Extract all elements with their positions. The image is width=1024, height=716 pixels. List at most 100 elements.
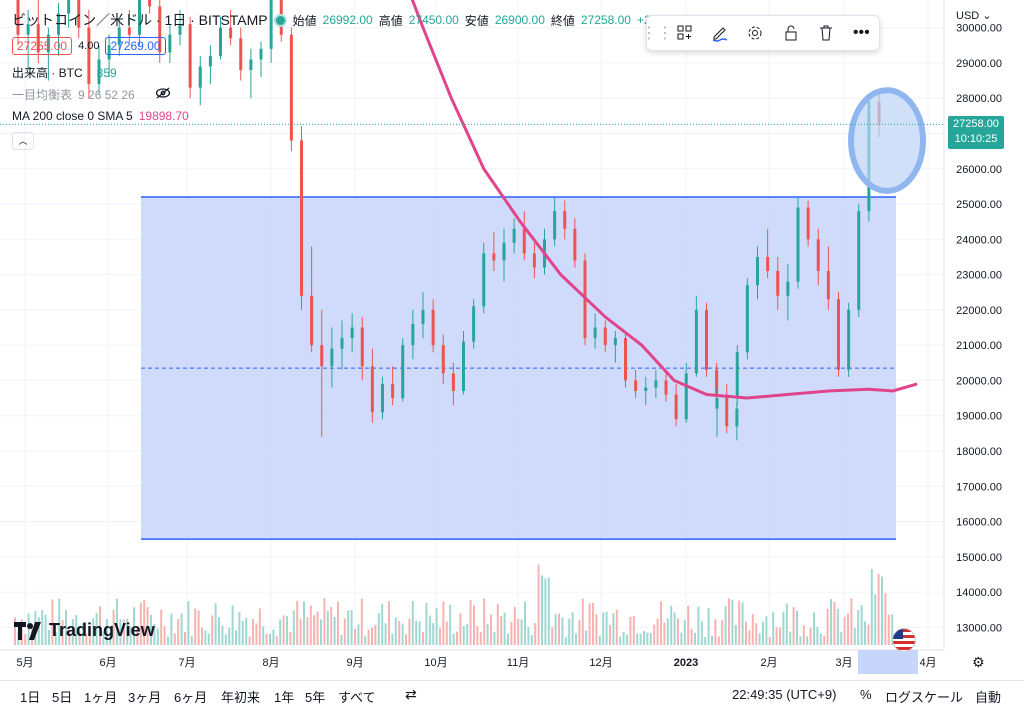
candle-body (745, 285, 749, 353)
highlight-ellipse[interactable] (848, 87, 926, 194)
timeframe-0[interactable]: 1日 (20, 690, 41, 705)
volume-bar (775, 627, 778, 645)
add-template-icon[interactable] (667, 16, 702, 50)
eye-off-icon[interactable] (155, 87, 171, 102)
volume-bar (782, 611, 785, 645)
volume-bar (789, 631, 792, 645)
symbol-title[interactable]: ビットコイン／米ドル · 1日 · BITSTAMP (12, 12, 268, 28)
volume-bar (711, 635, 713, 645)
timeframe-4[interactable]: 6ヶ月 (174, 690, 208, 705)
volume-bar (27, 613, 30, 645)
us-flag-icon[interactable] (892, 628, 916, 652)
timeframe-5[interactable]: 年初来 (221, 690, 261, 705)
volume-bar (881, 576, 883, 645)
candle-body (735, 408, 739, 427)
bottom-toolbar: 1日 5日 1ヶ月 3ヶ月 6ヶ月 年初来 1年 5年 すべて ⇄ 22:49:35 (UTC+… (0, 680, 1024, 709)
volume-bar (258, 608, 261, 645)
volume-bar (350, 609, 353, 645)
x-tick-label: 6月 (99, 657, 116, 669)
volume-bar (37, 617, 40, 645)
legend-collapse-icon[interactable]: ︿ (12, 132, 34, 150)
volume-bar (214, 603, 217, 645)
volume-bar (88, 627, 91, 645)
volume-bar (82, 622, 84, 645)
candle-body (563, 211, 567, 229)
candle-body (117, 27, 121, 46)
volume-bar (884, 593, 887, 645)
volume-bar (303, 601, 305, 645)
currency-selector[interactable]: USD ⌄ (956, 10, 992, 22)
percent-toggle[interactable]: % (860, 687, 872, 702)
volume-label[interactable]: 出来高 · BTC (12, 66, 83, 80)
volume-bar (228, 627, 231, 645)
volume-bar (299, 618, 302, 645)
brush-icon[interactable] (702, 16, 737, 50)
volume-bar (598, 636, 601, 645)
candle-body (370, 366, 374, 413)
candle-body (138, 0, 141, 35)
candle-body (756, 256, 759, 286)
x-tick-label: 3月 (835, 657, 852, 669)
volume-bar (78, 630, 81, 645)
volume-bar (411, 600, 414, 645)
volume-bar (520, 619, 523, 645)
timeframe-2[interactable]: 1ヶ月 (84, 690, 118, 705)
rectangle-drawing[interactable] (141, 196, 896, 540)
volume-bar (697, 606, 700, 645)
volume-bar (809, 627, 812, 645)
more-icon[interactable]: ••• (852, 24, 870, 41)
goto-date-icon[interactable]: ⇄ (405, 686, 417, 702)
settings-icon[interactable] (738, 16, 773, 50)
volume-bar (738, 600, 741, 645)
y-tick-label: 24000.00 (956, 234, 1002, 246)
x-tick-label: 2月 (760, 657, 777, 669)
volume-bar (129, 626, 132, 645)
candle-body (127, 27, 131, 35)
volume-bar (796, 610, 798, 645)
lock-icon[interactable] (773, 16, 808, 50)
timeframe-3[interactable]: 3ヶ月 (128, 690, 162, 705)
time-range-highlight (858, 650, 918, 674)
buy-button[interactable]: 27269.00 (105, 37, 166, 55)
volume-bar (673, 612, 676, 645)
volume-bar (751, 614, 754, 645)
volume-bar (153, 624, 156, 645)
time-axis-settings-icon[interactable]: ⚙ (972, 654, 985, 670)
price-chart[interactable]: 13000.00 14000.00 15000.00 16000.00 17000.00… (0, 0, 1024, 680)
volume-bar (816, 626, 819, 645)
ma-label[interactable]: MA 200 close 0 SMA 5 (12, 109, 133, 123)
trash-icon[interactable] (808, 16, 843, 50)
auto-scale-toggle[interactable]: 自動 (975, 690, 1002, 705)
volume-bar (544, 578, 547, 645)
volume-bar (507, 633, 509, 645)
timeframe-7[interactable]: 5年 (305, 690, 326, 705)
volume-bar (139, 602, 142, 645)
volume-bar (513, 606, 516, 645)
volume-bar (663, 622, 666, 645)
timeframe-8[interactable]: すべて (338, 690, 376, 705)
ma-200-line[interactable] (383, 0, 918, 400)
candle-body (634, 380, 638, 391)
tradingview-logo[interactable]: TradingView (14, 620, 155, 641)
volume-bar (320, 619, 322, 645)
volume-bar (456, 631, 458, 645)
clock[interactable]: 22:49:35 (UTC+9) (732, 687, 837, 702)
log-scale-toggle[interactable]: ログスケール (885, 690, 964, 705)
volume-bar (581, 598, 584, 645)
grip-icon[interactable]: ⋮⋮ (641, 25, 673, 42)
volume-bar (721, 619, 724, 645)
volume-bar (493, 632, 496, 645)
timeframe-1[interactable]: 5日 (52, 690, 73, 705)
volume-bar (490, 614, 492, 645)
volume-bar (619, 636, 622, 645)
volume-bar (853, 627, 856, 645)
ichimoku-label[interactable]: 一目均衡表 (12, 88, 73, 102)
volume-bar (204, 630, 207, 645)
volume-bar (248, 636, 251, 645)
y-tick-label: 14000.00 (956, 587, 1002, 599)
timeframe-6[interactable]: 1年 (274, 690, 295, 705)
volume-bar (367, 629, 370, 645)
volume-bar (44, 614, 47, 645)
volume-bar (160, 609, 163, 645)
sell-button[interactable]: 27265.00 (12, 37, 73, 55)
